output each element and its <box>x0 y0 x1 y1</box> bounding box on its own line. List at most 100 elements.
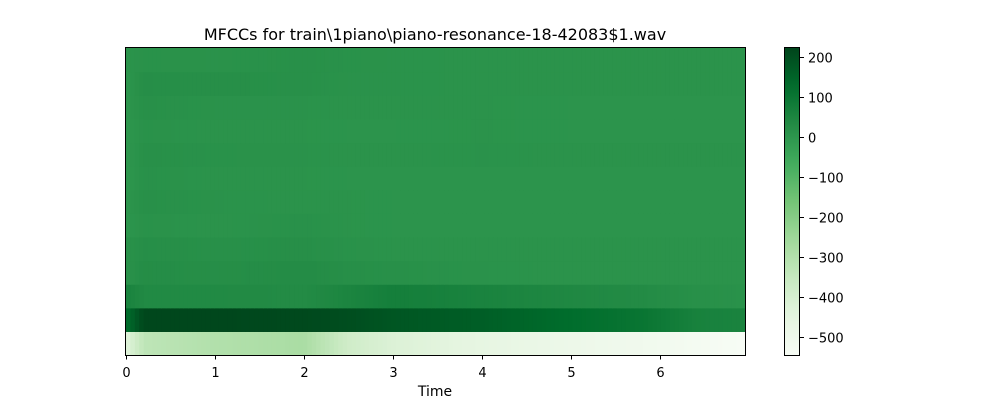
heatmap-cell <box>563 48 569 73</box>
heatmap-cell <box>621 189 627 214</box>
heatmap-cell <box>705 71 711 96</box>
heatmap-cell <box>466 95 472 120</box>
heatmap-cell <box>563 95 569 120</box>
heatmap-cell <box>232 213 238 238</box>
heatmap-cell <box>537 331 543 356</box>
heatmap-cell <box>232 142 238 167</box>
heatmap-cell <box>488 189 494 214</box>
heatmap-cell <box>316 213 322 238</box>
heatmap-cell <box>537 48 543 73</box>
heatmap-cell <box>338 118 344 144</box>
heatmap-cell <box>333 71 339 96</box>
heatmap-cell <box>603 307 609 332</box>
heatmap-cell <box>625 142 631 167</box>
heatmap-cell <box>338 236 344 262</box>
heatmap-cell <box>705 284 711 309</box>
heatmap-cell <box>621 71 627 96</box>
chart-title: MFCCs for train\1piano\piano-resonance-1… <box>204 25 666 44</box>
heatmap-cell <box>599 95 605 120</box>
heatmap-cell <box>386 331 392 356</box>
heatmap-cell <box>678 95 684 120</box>
x-tick-label: 2 <box>300 366 308 381</box>
heatmap-cell <box>369 189 375 214</box>
heatmap-cell <box>683 189 689 214</box>
heatmap-cell <box>161 213 167 238</box>
heatmap-cell <box>187 95 193 120</box>
heatmap-cell <box>643 95 649 120</box>
heatmap-cell <box>484 142 490 167</box>
heatmap-cell <box>347 236 353 262</box>
heatmap-cell <box>422 213 428 238</box>
heatmap-cell <box>603 260 609 285</box>
heatmap-cell <box>249 71 255 96</box>
heatmap-cell <box>148 48 154 73</box>
heatmap-cell <box>546 307 552 332</box>
heatmap-cell <box>391 260 397 285</box>
heatmap-cell <box>714 166 720 191</box>
heatmap-cell <box>378 213 384 238</box>
heatmap-cell <box>210 284 216 309</box>
heatmap-cell <box>643 284 649 309</box>
heatmap-cell <box>581 95 587 120</box>
heatmap-cell <box>218 95 224 120</box>
heatmap-cell <box>360 118 366 144</box>
colorbar-tick-label: −100 <box>808 172 844 187</box>
heatmap-cell <box>572 118 578 144</box>
x-tick-label: 3 <box>389 366 397 381</box>
heatmap-cell <box>170 95 176 120</box>
heatmap-cell <box>152 331 158 356</box>
heatmap-cell <box>174 118 180 144</box>
heatmap-cell <box>515 95 521 120</box>
heatmap-cell <box>355 118 361 144</box>
heatmap-cell <box>585 189 591 214</box>
heatmap-cell <box>369 331 375 356</box>
heatmap-cell <box>165 48 171 73</box>
heatmap-cell <box>245 95 251 120</box>
heatmap-cell <box>687 331 693 356</box>
heatmap-cell <box>722 213 728 238</box>
heatmap-cell <box>630 213 636 238</box>
heatmap-cell <box>276 48 282 73</box>
heatmap-cell <box>515 213 521 238</box>
heatmap-cell <box>240 71 246 96</box>
heatmap-cell <box>722 236 728 262</box>
heatmap-cell <box>240 260 246 285</box>
heatmap-cell <box>722 331 728 356</box>
heatmap-cell <box>302 142 308 167</box>
heatmap-cell <box>439 307 445 332</box>
heatmap-cell <box>462 236 468 262</box>
heatmap-cell <box>426 284 432 309</box>
heatmap-cell <box>245 331 251 356</box>
heatmap-cell <box>218 236 224 262</box>
heatmap-cell <box>298 307 304 332</box>
heatmap-cell <box>351 95 357 120</box>
heatmap-cell <box>678 142 684 167</box>
heatmap-cell <box>148 95 154 120</box>
heatmap-cell <box>329 284 335 309</box>
heatmap-cell <box>700 284 706 309</box>
heatmap-cell <box>179 118 185 144</box>
heatmap-cell <box>355 95 361 120</box>
heatmap-cell <box>683 260 689 285</box>
colorbar-tick-label: 100 <box>808 92 833 107</box>
heatmap-cell <box>316 95 322 120</box>
heatmap-cell <box>435 95 441 120</box>
heatmap-cell <box>576 71 583 96</box>
heatmap-cell <box>528 166 534 191</box>
heatmap-cell <box>638 189 644 214</box>
heatmap-cell <box>258 95 264 120</box>
heatmap-cell <box>634 260 640 285</box>
heatmap-cell <box>678 189 684 214</box>
heatmap-cell <box>656 118 662 144</box>
heatmap-cell <box>294 71 300 96</box>
heatmap-cell <box>271 284 277 309</box>
heatmap-cell <box>475 166 481 191</box>
heatmap-cell <box>165 142 171 167</box>
heatmap-cell <box>165 331 171 356</box>
heatmap-cell <box>148 236 154 262</box>
heatmap-cell <box>696 71 702 96</box>
heatmap-cell <box>678 166 684 191</box>
heatmap-cell <box>572 95 578 120</box>
heatmap-cell <box>674 71 680 96</box>
heatmap-cell <box>298 48 304 73</box>
